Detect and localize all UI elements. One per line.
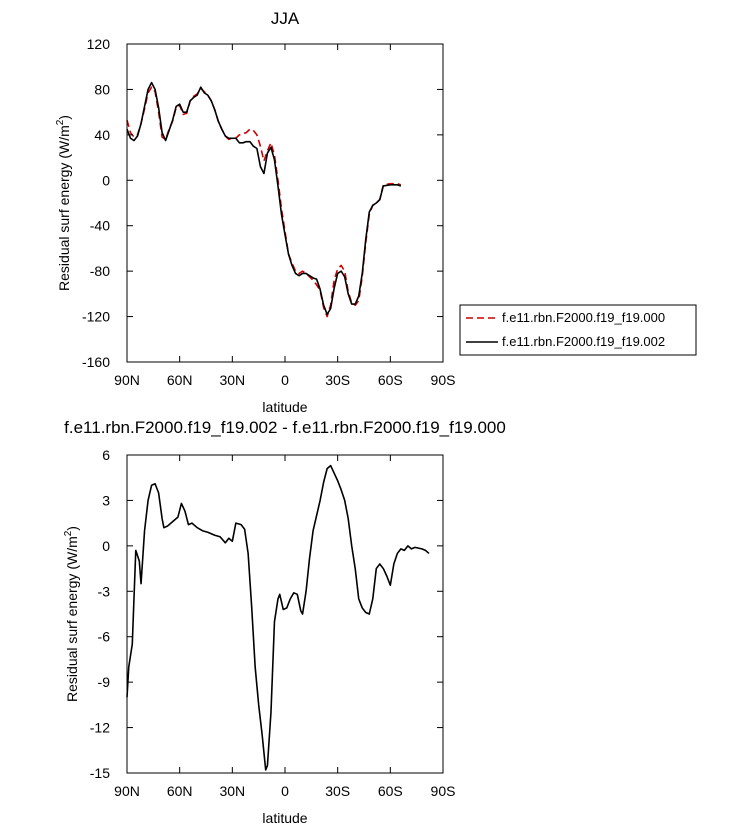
top-ylabel-text: Residual surf energy (W/m (56, 125, 72, 291)
bottom-ytick-label-5: -9 (98, 674, 111, 690)
top-ytick-label-3: 0 (102, 172, 110, 188)
bottom-series-line-0 (126, 464, 430, 771)
legend-box (459, 304, 697, 356)
bottom-ticks-group: 90N 60N 30N 0 30S 60S 90S 6 3 0 -3 -6 -9 -12 -15 (90, 447, 456, 799)
bottom-xtick-label-4: 30S (325, 783, 350, 799)
bottom-ytick-label-6: -12 (90, 720, 110, 736)
top-xtick-label-5: 60S (378, 372, 403, 388)
top-xtick-label-1: 60N (167, 372, 193, 388)
bottom-ytick-label-4: -6 (98, 629, 111, 645)
panel-bottom: f.e11.rbn.F2000.f19_f19.002 - f.e11.rbn.… (63, 418, 506, 826)
bottom-plot-frame (126, 454, 444, 774)
bottom-title: f.e11.rbn.F2000.f19_f19.002 - f.e11.rbn.… (64, 418, 506, 437)
bottom-ytick-label-1: 3 (102, 492, 110, 508)
legend: f.e11.rbn.F2000.f19_f19.000 f.e11.rbn.F2… (459, 304, 697, 356)
top-ticks-group: 90N 60N 30N 0 30S 60S 90S 120 80 40 0 -40 -80 -120 -16… (82, 36, 455, 388)
top-ytick-label-5: -80 (90, 263, 110, 279)
top-series-line-0 (126, 86, 402, 318)
bottom-xlabel: latitude (262, 810, 307, 826)
top-xtick-label-3: 0 (281, 372, 289, 388)
top-ytick-label-0: 120 (87, 36, 111, 52)
bottom-xtick-label-5: 60S (378, 783, 403, 799)
top-xlabel: latitude (262, 399, 307, 415)
bottom-ylabel-close: ) (64, 526, 80, 531)
top-xtick-label-6: 90S (431, 372, 456, 388)
top-ytick-label-1: 80 (94, 81, 110, 97)
bottom-ylabel: Residual surf energy (W/m2) (63, 526, 80, 702)
top-series-line-1 (126, 81, 402, 316)
top-xtick-label-0: 90N (114, 372, 140, 388)
top-ylabel-close: ) (56, 115, 72, 120)
bottom-ylabel-sup: 2 (63, 530, 74, 536)
top-ytick-label-2: 40 (94, 127, 110, 143)
legend-label-002: f.e11.rbn.F2000.f19_f19.002 (502, 334, 665, 349)
top-xtick-label-2: 30N (219, 372, 245, 388)
top-ytick-label-6: -120 (82, 309, 110, 325)
bottom-xtick-label-1: 60N (167, 783, 193, 799)
top-ylabel-sup: 2 (55, 119, 66, 125)
top-series-group (126, 81, 402, 318)
top-ylabel: Residual surf energy (W/m2) (55, 115, 72, 291)
top-title: JJA (271, 9, 300, 28)
bottom-ylabel-text: Residual surf energy (W/m (64, 536, 80, 702)
bottom-xtick-label-3: 0 (281, 783, 289, 799)
top-ytick-label-4: -40 (90, 218, 110, 234)
bottom-xtick-label-2: 30N (219, 783, 245, 799)
bottom-ytick-label-3: -3 (98, 583, 111, 599)
top-plot-frame (126, 43, 444, 363)
bottom-ytick-label-7: -15 (90, 765, 110, 781)
bottom-ytick-label-2: 0 (102, 538, 110, 554)
bottom-xtick-label-0: 90N (114, 783, 140, 799)
bottom-xtick-label-6: 90S (431, 783, 456, 799)
bottom-series-group (126, 464, 430, 771)
legend-label-000: f.e11.rbn.F2000.f19_f19.000 (502, 310, 665, 325)
bottom-ytick-label-0: 6 (102, 447, 110, 463)
top-xtick-label-4: 30S (325, 372, 350, 388)
top-ytick-label-7: -160 (82, 354, 110, 370)
panel-top: JJA 90N 60N 30N 0 30S 60S 90S 120 80 40 0 -40 -80 -12… (55, 9, 455, 415)
